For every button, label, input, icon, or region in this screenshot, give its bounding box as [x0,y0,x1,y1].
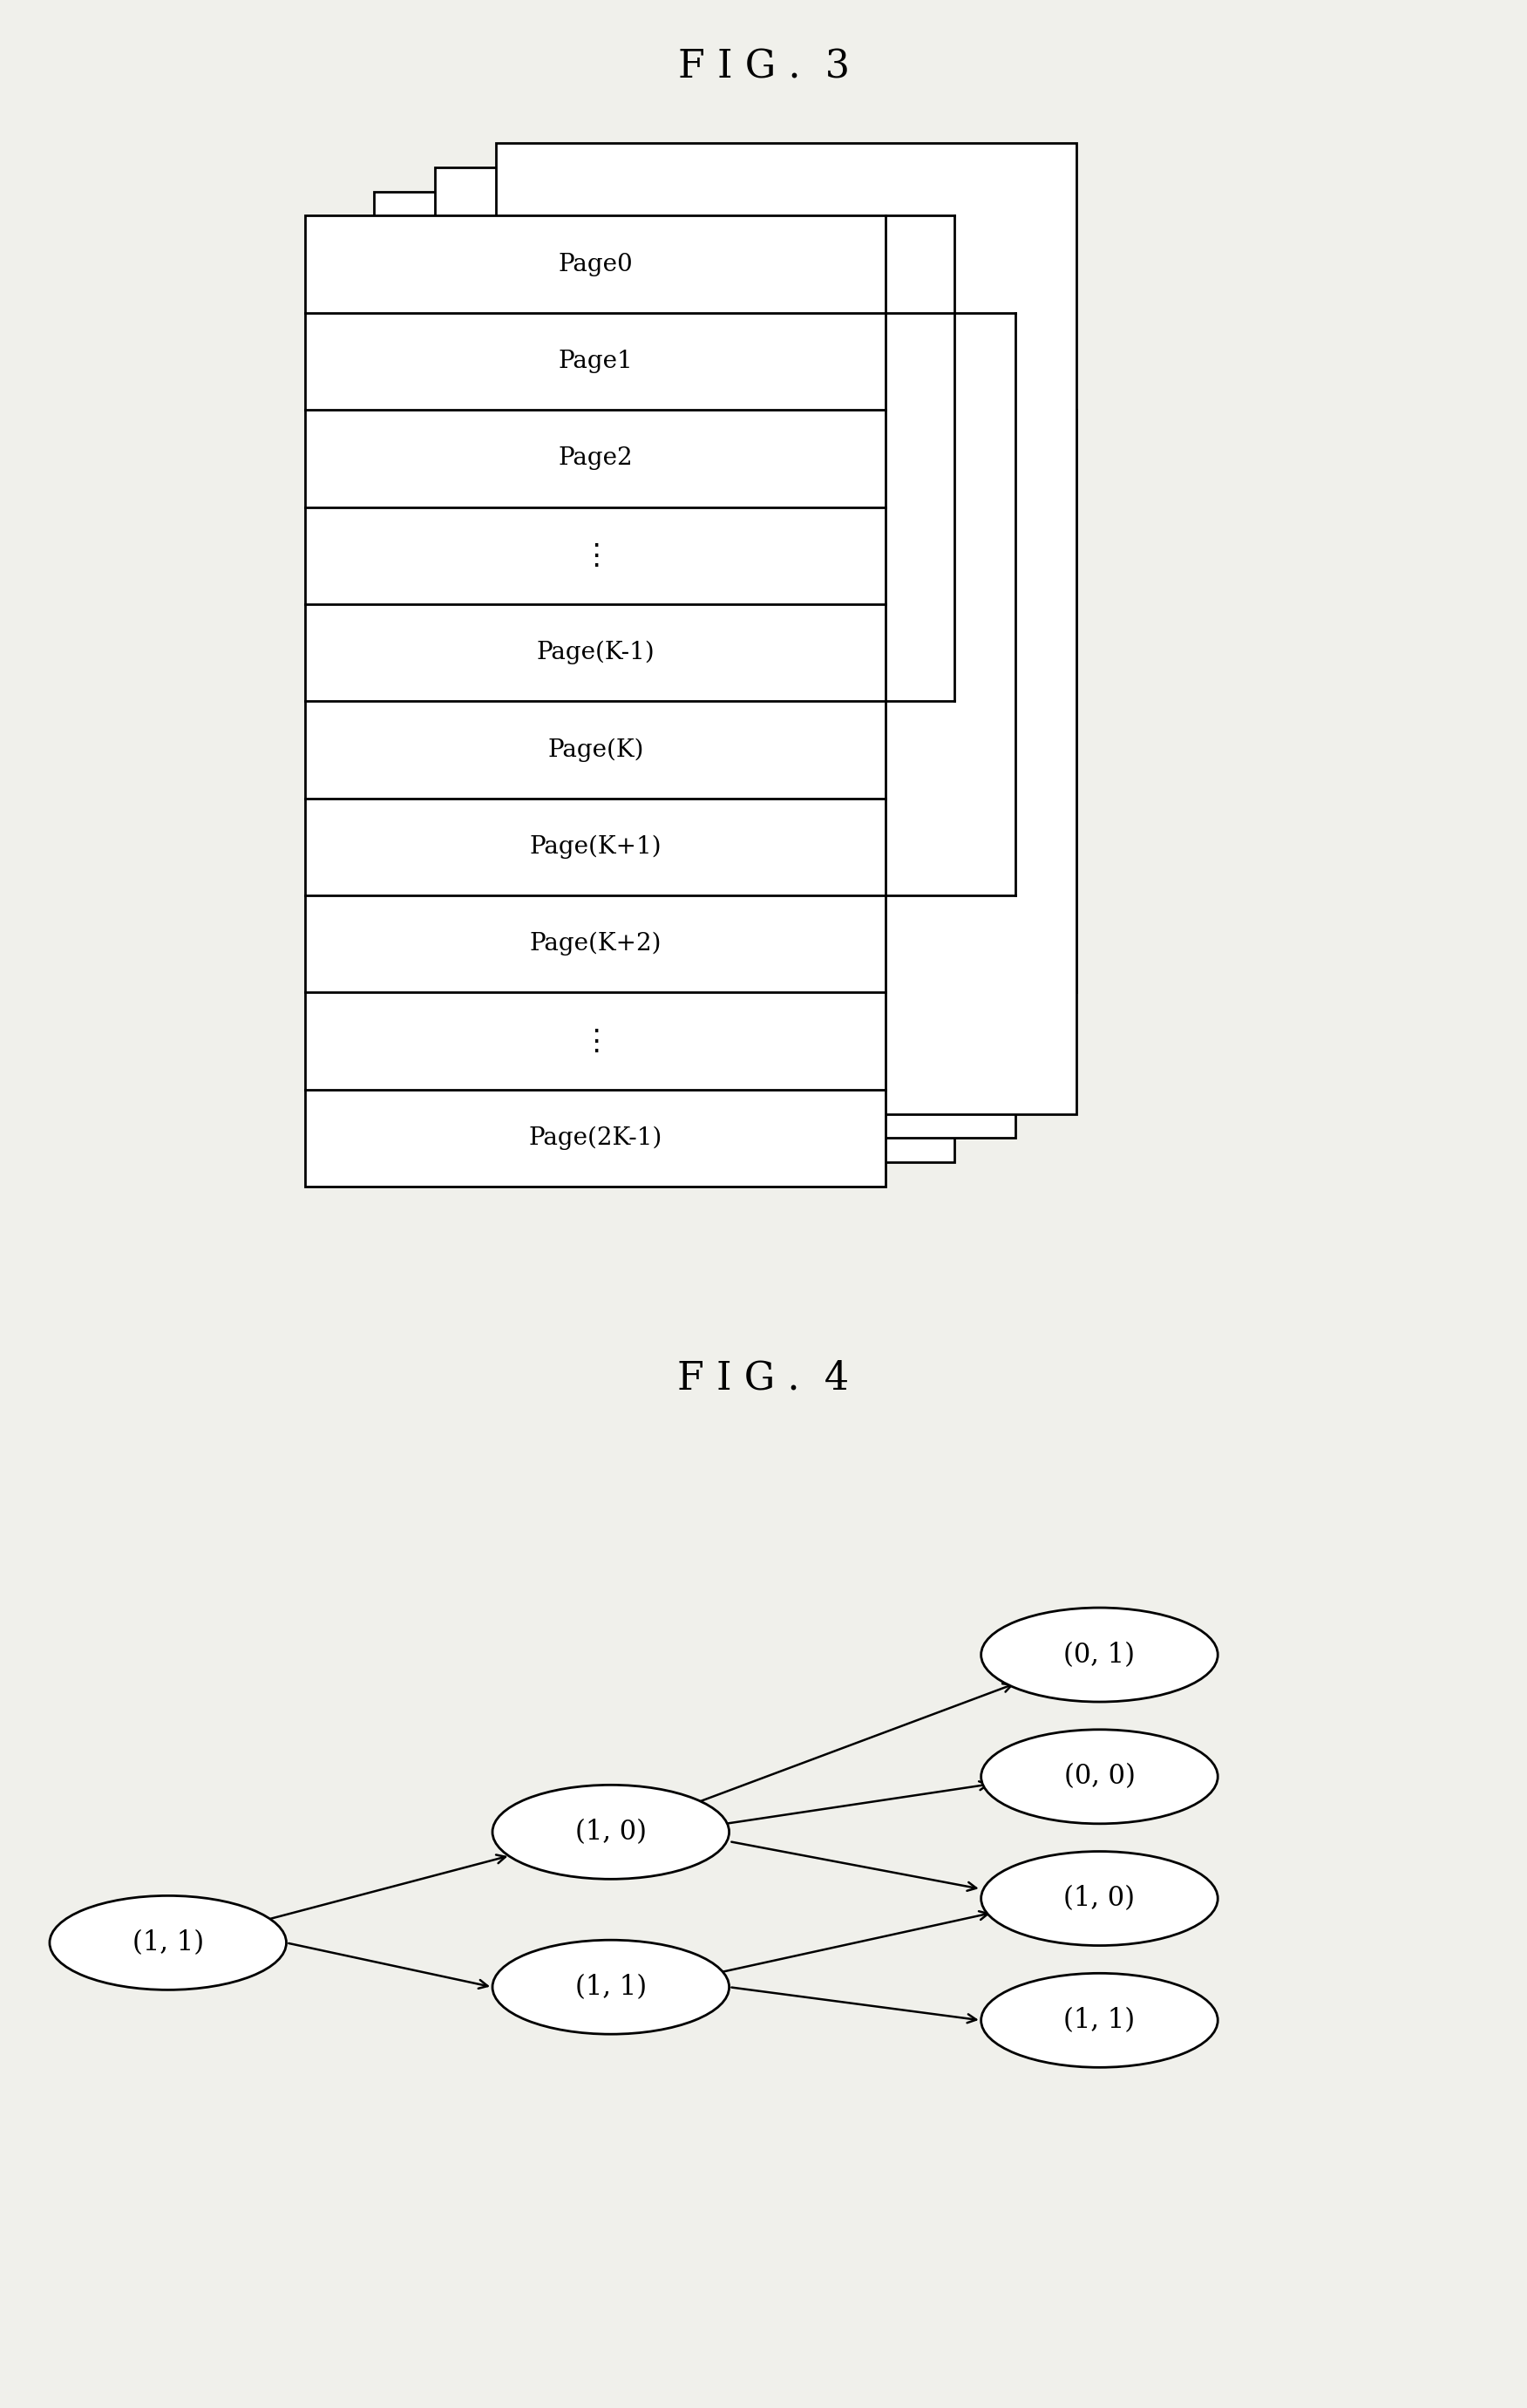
Bar [374,193,954,1163]
Ellipse shape [980,1729,1219,1823]
Ellipse shape [980,1972,1219,2068]
Ellipse shape [980,1852,1219,1946]
Bar [435,166,1015,1139]
Text: Page(K+2): Page(K+2) [530,932,661,956]
Ellipse shape [492,1784,730,1878]
Text: F I G .  3: F I G . 3 [678,48,849,87]
Text: ⋮: ⋮ [580,542,611,571]
Text: F I G .  4: F I G . 4 [678,1358,849,1397]
Text: (0, 1): (0, 1) [1064,1642,1135,1669]
Text: Page(K): Page(K) [547,737,644,761]
Text: (1, 1): (1, 1) [133,1929,203,1955]
Ellipse shape [980,1609,1219,1702]
Ellipse shape [49,1895,287,1989]
Text: Page(K+1): Page(K+1) [530,836,661,860]
Text: Page2: Page2 [559,448,632,470]
Bar [305,217,886,1187]
Text: ⋮: ⋮ [580,1026,611,1055]
Text: Page0: Page0 [559,253,632,277]
Text: (1, 1): (1, 1) [1064,2006,1135,2035]
Bar [496,142,1077,1115]
Text: Page(K-1): Page(K-1) [536,641,655,665]
Text: Page(2K-1): Page(2K-1) [528,1127,663,1151]
Text: (1, 0): (1, 0) [576,1818,646,1845]
Text: Page1: Page1 [559,349,632,373]
Text: (1, 0): (1, 0) [1064,1885,1135,1912]
Ellipse shape [492,1941,730,2035]
Text: (1, 1): (1, 1) [576,1975,646,2001]
Text: (0, 0): (0, 0) [1064,1763,1135,1789]
